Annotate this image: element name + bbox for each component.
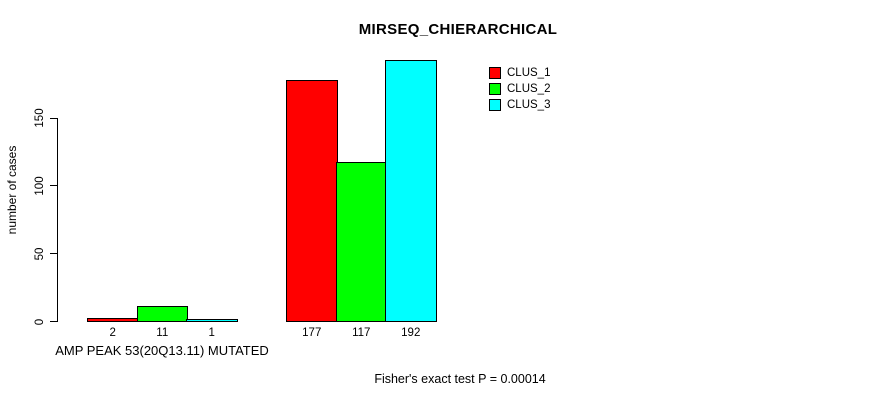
y-tick-label: 150 xyxy=(34,108,46,128)
legend-item: CLUS_2 xyxy=(489,81,550,97)
footnote-text: Fisher's exact test P = 0.00014 xyxy=(374,372,546,386)
legend-swatch xyxy=(489,99,501,111)
legend-swatch xyxy=(489,67,501,79)
y-tick-mark xyxy=(50,253,57,255)
bar-value-label: 192 xyxy=(401,327,421,339)
bar xyxy=(287,81,337,322)
bar xyxy=(187,320,237,322)
bar xyxy=(88,318,138,322)
legend-swatch xyxy=(489,83,501,95)
y-axis-label: number of cases xyxy=(5,145,19,235)
legend-label: CLUS_3 xyxy=(507,99,551,111)
bar xyxy=(386,61,436,322)
legend-label: CLUS_1 xyxy=(507,67,551,79)
chart-legend: CLUS_1 CLUS_2 CLUS_3 xyxy=(489,65,550,113)
chart-title: MIRSEQ_CHIERARCHICAL xyxy=(358,21,558,38)
x-axis-caption: AMP PEAK 53(20Q13.11) MUTATED xyxy=(55,343,269,358)
bar-value-label: 1 xyxy=(208,327,215,339)
y-axis-line xyxy=(57,118,58,322)
bar-value-label: 2 xyxy=(109,327,116,339)
y-tick-label: 100 xyxy=(34,176,46,196)
y-tick-mark xyxy=(50,117,57,119)
bar-value-label: 117 xyxy=(352,327,371,339)
bar xyxy=(336,162,386,322)
y-tick-label: 0 xyxy=(34,318,46,325)
bar xyxy=(137,306,187,322)
bar-value-label: 177 xyxy=(302,327,322,339)
legend-item: CLUS_1 xyxy=(489,65,550,81)
y-tick-mark xyxy=(50,321,57,322)
legend-label: CLUS_2 xyxy=(507,83,551,95)
legend-item: CLUS_3 xyxy=(489,97,550,113)
y-tick-label: 50 xyxy=(34,247,46,261)
bar-value-label: 11 xyxy=(156,327,169,339)
y-tick-mark xyxy=(50,185,57,187)
